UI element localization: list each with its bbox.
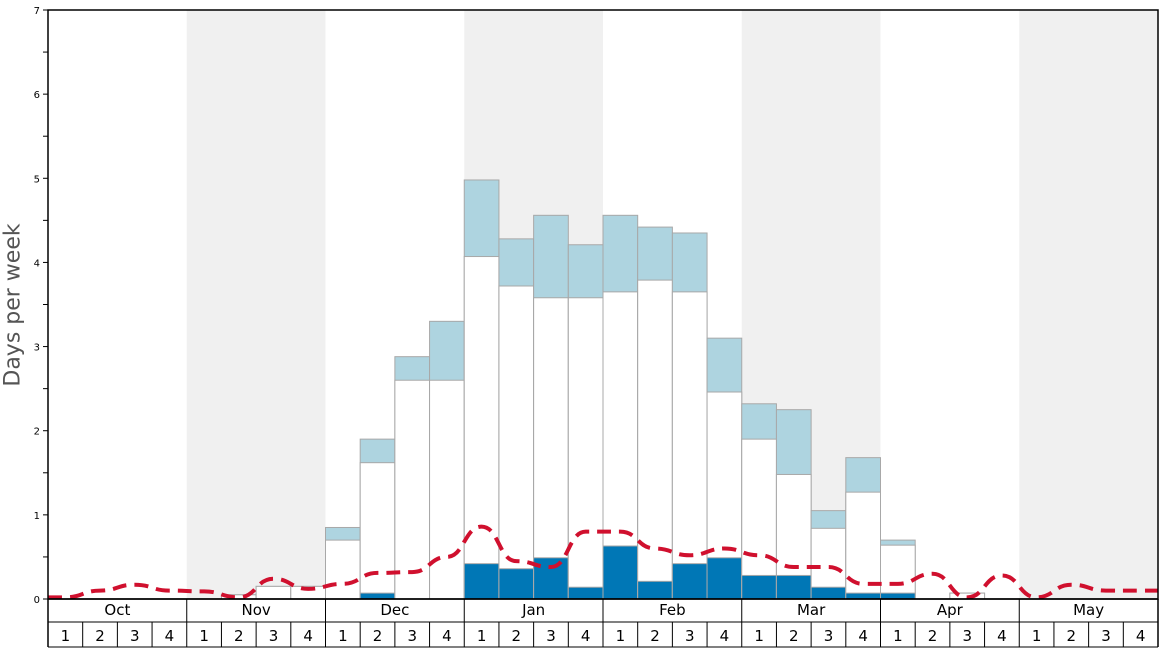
bar-bottom [810,586,847,600]
bar-middle [880,544,916,600]
month-label: Oct [104,601,130,619]
week-label: 1 [1032,627,1042,645]
bar-middle [671,291,708,600]
bar-bottom [498,568,535,600]
week-label: 2 [928,627,938,645]
y-tick-label: 6 [34,90,40,101]
bar-bottom [706,557,743,600]
week-label: 1 [477,627,487,645]
week-label: 1 [338,627,348,645]
week-label: 3 [130,627,140,645]
bar-middle [567,297,604,600]
week-label: 2 [234,627,244,645]
bar-middle [533,297,569,600]
week-label: 2 [95,627,105,645]
month-label: Dec [380,601,409,619]
week-label: 2 [789,627,799,645]
y-tick-label: 0 [34,595,40,606]
bar-bottom [602,545,639,600]
week-label: 2 [373,627,383,645]
week-label: 1 [199,627,209,645]
week-label: 2 [1067,627,1077,645]
y-tick-label: 3 [34,343,40,354]
month-label: Jan [521,601,545,619]
y-tick-label: 4 [34,258,40,269]
bar-middle [359,462,396,600]
week-label: 4 [165,627,175,645]
y-tick-label: 7 [34,6,40,17]
month-label: Apr [937,601,964,619]
week-label: 3 [962,627,972,645]
week-label: 2 [650,627,660,645]
bar-bottom [741,574,777,600]
bar-bottom [637,580,673,600]
y-tick-label: 5 [34,174,40,185]
bar-bottom [671,563,708,600]
week-label: 4 [720,627,730,645]
bar-bottom [567,586,604,600]
week-label: 4 [1136,627,1146,645]
week-label: 3 [407,627,417,645]
week-label: 4 [997,627,1007,645]
week-label: 2 [512,627,522,645]
week-label: 1 [61,627,71,645]
bar-bottom [463,563,500,600]
week-label: 3 [824,627,834,645]
bar-bottom [775,574,812,600]
week-label: 1 [754,627,764,645]
week-label: 4 [581,627,591,645]
bar-middle [498,285,535,600]
week-label: 1 [616,627,626,645]
bar-middle [463,256,500,600]
month-label: May [1073,601,1104,619]
month-label: Feb [659,601,686,619]
month-label: Nov [241,601,270,619]
week-label: 3 [269,627,279,645]
week-label: 4 [442,627,452,645]
week-label: 4 [303,627,313,645]
y-tick-label: 2 [34,427,40,438]
month-band [186,10,326,599]
month-label: Mar [797,601,826,619]
bar-bottom [359,592,396,600]
month-band [1019,10,1158,599]
week-label: 3 [546,627,556,645]
bar-bottom [845,592,881,600]
bar-middle [429,379,465,600]
bar-middle [394,379,431,600]
week-label: 4 [858,627,868,645]
week-label: 3 [1101,627,1111,645]
bar-bottom [880,592,916,600]
y-tick-label: 1 [34,511,40,522]
week-label: 1 [893,627,903,645]
series-line [47,524,1158,600]
bar-middle [255,585,292,600]
bar-middle [325,539,361,600]
week-label: 3 [685,627,695,645]
